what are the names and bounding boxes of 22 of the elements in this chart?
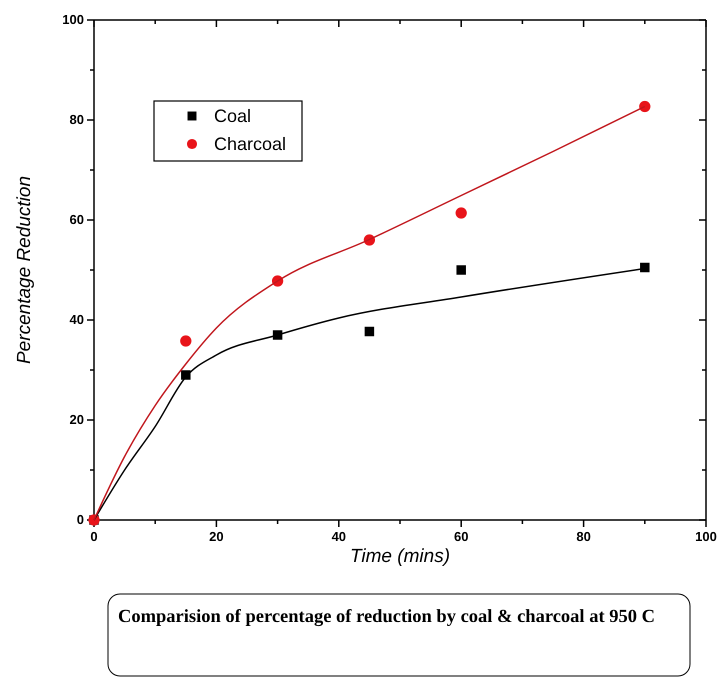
x-tick-label: 100 xyxy=(695,529,717,544)
legend-label: Charcoal xyxy=(214,134,286,154)
y-tick-label: 80 xyxy=(70,112,84,128)
x-axis-title: Time (mins) xyxy=(350,546,450,567)
x-tick-label: 20 xyxy=(209,529,224,544)
y-tick-label: 60 xyxy=(70,212,84,228)
x-tick-label: 0 xyxy=(90,529,98,544)
legend-label: Coal xyxy=(214,106,252,126)
y-tick-label: 0 xyxy=(76,512,84,528)
point xyxy=(456,265,466,275)
y-tick-label: 20 xyxy=(70,412,84,428)
point xyxy=(639,100,650,112)
x-tick-label: 40 xyxy=(332,529,346,544)
point xyxy=(364,326,374,336)
point xyxy=(180,335,192,347)
text: Comparision of percentage of reduction by coal & charcoal at 950 C xyxy=(118,607,655,627)
x-tick-label: 80 xyxy=(576,529,591,544)
y-tick-label: 100 xyxy=(62,12,84,28)
y-axis-title: Percentage Reduction xyxy=(14,176,35,364)
point xyxy=(456,207,467,219)
x-tick-label: 60 xyxy=(454,529,468,544)
y-tick-label: 40 xyxy=(70,312,84,328)
